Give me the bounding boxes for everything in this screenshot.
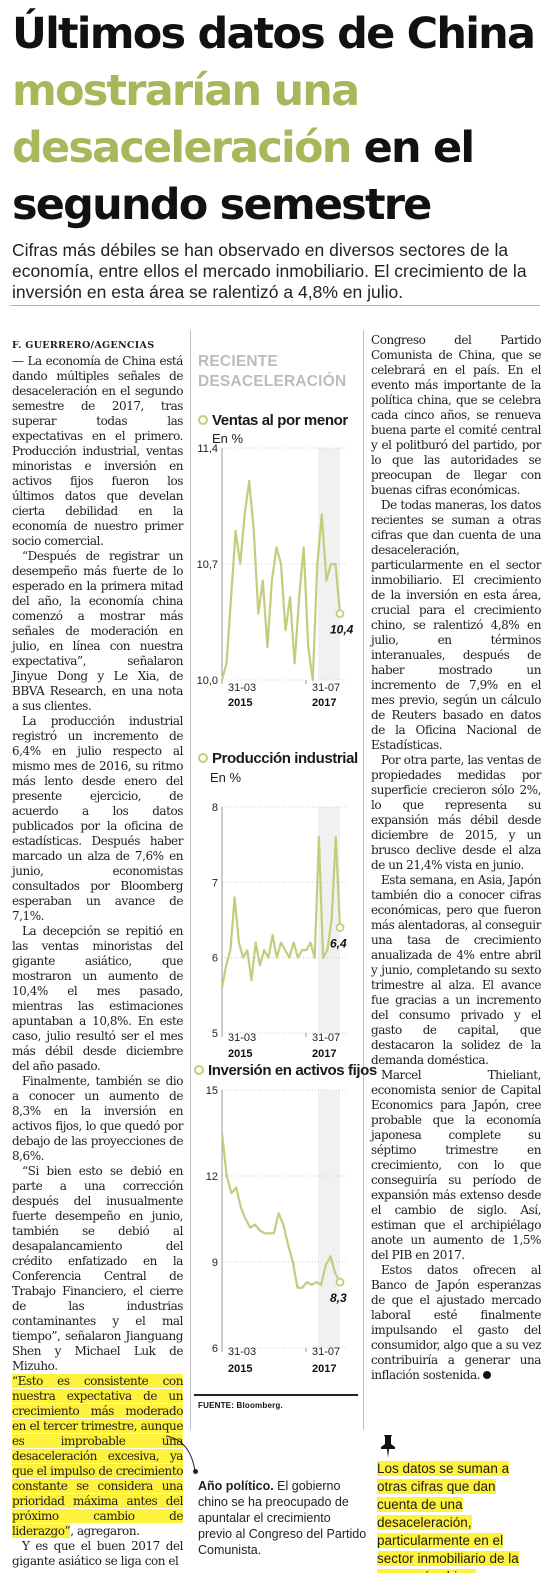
bullet-circle-icon <box>198 753 208 763</box>
paragraph-text: Estos datos ofrecen al Banco de Japón es… <box>371 1263 541 1382</box>
pushpin-icon <box>381 1435 395 1458</box>
chart-1-title-text: Ventas al por menor <box>212 412 348 429</box>
bullet-circle-icon <box>198 415 208 425</box>
callout-text: Los datos se suman a otras cifras que da… <box>377 1461 519 1573</box>
paragraph: Por otra parte, las ventas de propiedade… <box>371 753 541 872</box>
column-divider-right <box>363 330 364 1430</box>
y-tick-label: 6 <box>212 953 218 965</box>
article-column-left: F. GUERRERO/AGENCIAS — La economía de Ch… <box>12 338 183 1569</box>
paragraph: “Si bien esto se debió en parte a una co… <box>12 1164 183 1373</box>
paragraph: Congreso del Partido Comunista de China,… <box>371 333 541 497</box>
side-note: Año político. El gobierno chino se ha pr… <box>198 1478 368 1558</box>
paragraph-highlighted: “Esto es consistente con nuestra expecta… <box>12 1374 183 1539</box>
column-divider-left <box>190 330 191 1430</box>
article-column-right: Congreso del Partido Comunista de China,… <box>371 333 541 1383</box>
x-tick-label: 31-03 <box>228 1032 256 1044</box>
chart-1-unit: En % <box>212 431 244 446</box>
source-rule <box>194 1394 358 1396</box>
y-tick-label: 6 <box>212 1343 218 1355</box>
end-mark-icon <box>483 1371 492 1379</box>
x-tick-label: 31-03 <box>228 682 256 694</box>
series-line <box>220 1132 341 1289</box>
paragraph: “Después de registrar un desempeño más f… <box>12 549 183 713</box>
side-note-text: El gobierno chino se ha preocupado de ap… <box>198 1479 367 1557</box>
x-year-label: 2017 <box>312 1048 336 1060</box>
paragraph: Esta semana, en Asia, Japón también dio … <box>371 873 541 1067</box>
y-tick-label: 11,4 <box>197 443 218 455</box>
headline-part-1: Últimos datos de China <box>12 9 536 59</box>
end-value-label: 10,4 <box>330 623 354 637</box>
header-rule <box>10 305 540 306</box>
paragraph: Marcel Thieliant, economista senior de C… <box>371 1068 541 1262</box>
x-year-label: 2017 <box>312 697 336 709</box>
paragraph: De todas maneras, los datos recientes se… <box>371 498 541 752</box>
source-note: FUENTE: Bloomberg. <box>198 1401 283 1410</box>
paragraph: Y es que el buen 2017 del gigante asiáti… <box>12 1539 183 1568</box>
end-point-marker <box>335 923 345 932</box>
highlighted-quote: “Esto es consistente con nuestra expecta… <box>12 1374 183 1538</box>
pointer-line <box>165 1435 196 1472</box>
x-tick-label: 31-03 <box>228 1346 256 1358</box>
end-value-label: 6,4 <box>330 937 347 951</box>
headline-part-3: en el segundo semestre <box>12 123 475 230</box>
pointer-dot <box>193 1469 198 1474</box>
y-tick-label: 12 <box>206 1171 218 1183</box>
paragraph: — La economía de China está dando múltip… <box>12 354 183 548</box>
recent-period-band <box>318 448 340 680</box>
chart-3-title-text: Inversión en activos fijos <box>208 1062 377 1079</box>
series-line <box>220 480 342 682</box>
subheadline: Cifras más débiles se han observado en d… <box>12 240 527 302</box>
x-tick-label: 31-07 <box>312 1346 340 1358</box>
x-year-label: 2017 <box>312 1363 336 1375</box>
x-year-label: 2015 <box>228 1048 252 1060</box>
y-tick-label: 10,7 <box>197 559 218 571</box>
y-tick-label: 7 <box>212 877 218 889</box>
chart-industrial-production: 8 7 6 5 6,4 31-03 2015 31-07 2017 <box>212 802 347 1060</box>
x-year-label: 2015 <box>228 697 252 709</box>
byline: F. GUERRERO/AGENCIAS <box>12 340 155 351</box>
x-tick-label: 31-07 <box>312 1032 340 1044</box>
y-tick-label: 5 <box>212 1028 218 1040</box>
x-tick-label: 31-07 <box>312 682 340 694</box>
chart-3-title: Inversión en activos fijos <box>194 1062 377 1079</box>
chart-retail-sales: 11,4 10,7 10,0 10,4 31-03 2015 31-07 2017 <box>197 443 354 709</box>
y-tick-label: 9 <box>212 1257 218 1269</box>
end-point-marker <box>335 609 345 619</box>
chart-2-title-text: Producción industrial <box>212 750 358 767</box>
paragraph: La decepción se repitió en las ventas mi… <box>12 924 183 1073</box>
x-year-label: 2015 <box>228 1363 252 1375</box>
chart-fixed-asset-investment: 15 12 9 6 8,3 31-03 2015 31-07 2017 <box>206 1085 347 1375</box>
end-value-label: 8,3 <box>330 1291 347 1305</box>
headline: Últimos datos de China mostrarían una de… <box>12 6 542 234</box>
chart-section-title: RECIENTE DESACELERACIÓN <box>198 353 347 390</box>
y-tick-label: 10,0 <box>197 675 218 687</box>
y-tick-label: 8 <box>212 802 218 814</box>
quote-tail: , agregaron. <box>70 1524 140 1538</box>
chart-2-unit: En % <box>210 770 242 785</box>
chart-2-title: Producción industrial <box>198 750 358 767</box>
headline-part-2: mostrarían una desaceleración <box>12 66 360 173</box>
bullet-circle-icon <box>194 1065 204 1075</box>
callout-box: Los datos se suman a otras cifras que da… <box>377 1460 537 1573</box>
paragraph: La producción industrial registró un inc… <box>12 714 183 923</box>
paragraph: Finalmente, también se dio a conocer un … <box>12 1074 183 1163</box>
side-note-title: Año político. <box>198 1479 274 1493</box>
chart-1-title: Ventas al por menor <box>198 412 348 429</box>
recent-period-band <box>318 1090 340 1348</box>
series-line <box>220 836 342 989</box>
y-tick-label: 15 <box>206 1085 218 1097</box>
end-point-marker <box>335 1277 345 1287</box>
paragraph: Estos datos ofrecen al Banco de Japón es… <box>371 1263 541 1383</box>
